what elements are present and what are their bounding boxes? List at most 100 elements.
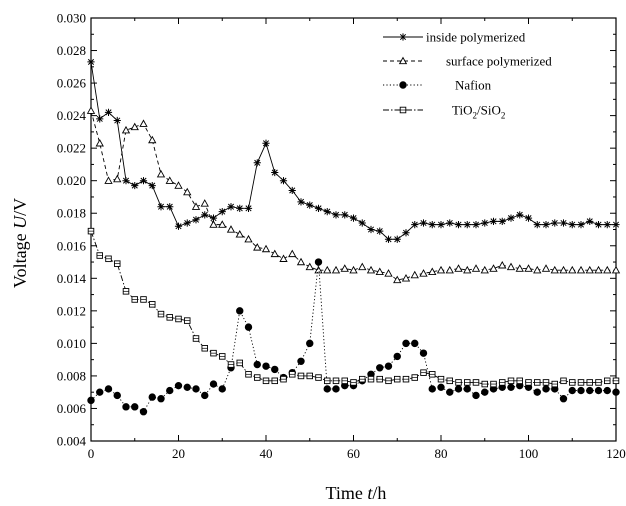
data-point bbox=[490, 380, 497, 388]
data-point bbox=[253, 243, 262, 251]
data-point bbox=[122, 288, 130, 295]
data-point bbox=[542, 379, 550, 386]
data-point bbox=[446, 388, 454, 396]
data-point bbox=[209, 380, 218, 388]
data-point bbox=[341, 377, 349, 385]
x-tick-label: 40 bbox=[260, 446, 273, 461]
data-point bbox=[183, 383, 191, 392]
data-point bbox=[139, 119, 148, 127]
data-point bbox=[166, 203, 174, 211]
data-point bbox=[95, 138, 104, 147]
data-point bbox=[385, 377, 392, 385]
data-point bbox=[367, 375, 375, 383]
data-point bbox=[428, 385, 436, 393]
data-point bbox=[253, 360, 261, 369]
data-point bbox=[201, 391, 209, 400]
data-point bbox=[507, 214, 515, 222]
data-point bbox=[542, 221, 550, 229]
data-point bbox=[533, 265, 542, 274]
data-point bbox=[305, 262, 314, 271]
data-point bbox=[104, 176, 113, 184]
data-point bbox=[411, 339, 419, 348]
data-point bbox=[454, 385, 463, 393]
data-point bbox=[306, 372, 314, 380]
data-point bbox=[113, 260, 121, 267]
data-point bbox=[611, 265, 621, 274]
data-point bbox=[139, 408, 148, 416]
data-point bbox=[437, 375, 445, 383]
data-point bbox=[96, 115, 104, 123]
data-point bbox=[236, 359, 243, 367]
legend-label: TiO2/SiO2 bbox=[452, 103, 505, 121]
data-point bbox=[481, 388, 489, 396]
data-point bbox=[165, 176, 174, 184]
data-point bbox=[472, 379, 480, 386]
series-1 bbox=[86, 106, 621, 284]
legend-label: surface polymerized bbox=[446, 54, 552, 69]
data-point bbox=[324, 377, 331, 385]
data-point bbox=[191, 202, 201, 210]
data-point bbox=[471, 264, 481, 272]
data-point bbox=[472, 221, 480, 229]
data-point bbox=[577, 221, 585, 229]
data-point bbox=[551, 380, 559, 388]
data-point bbox=[436, 265, 446, 274]
data-point bbox=[376, 364, 384, 372]
data-point bbox=[445, 265, 454, 274]
data-point bbox=[401, 273, 411, 282]
data-point bbox=[130, 122, 139, 131]
data-point bbox=[542, 385, 550, 393]
data-point bbox=[87, 58, 95, 66]
data-point bbox=[306, 339, 314, 348]
data-point bbox=[218, 220, 227, 228]
data-point bbox=[96, 388, 104, 396]
data-point bbox=[279, 177, 288, 185]
data-point bbox=[516, 211, 524, 219]
legend-marker bbox=[399, 106, 407, 114]
data-point bbox=[576, 265, 586, 274]
data-point bbox=[419, 269, 428, 277]
data-point bbox=[140, 296, 147, 303]
data-point bbox=[226, 225, 236, 233]
series-group bbox=[86, 58, 621, 416]
data-point bbox=[244, 323, 253, 331]
data-point bbox=[498, 217, 506, 225]
data-point bbox=[279, 254, 288, 262]
legend-entry: TiO2/SiO2 bbox=[383, 103, 505, 121]
data-point bbox=[595, 379, 602, 386]
data-point bbox=[332, 377, 340, 385]
data-point bbox=[603, 265, 612, 274]
data-point bbox=[271, 168, 279, 177]
data-point bbox=[594, 386, 603, 395]
data-point bbox=[104, 108, 113, 116]
data-point bbox=[323, 265, 332, 274]
legend-entry: Nafion bbox=[383, 78, 492, 93]
plot-frame bbox=[90, 17, 617, 442]
data-point bbox=[350, 379, 357, 386]
y-tick-label: 0.004 bbox=[57, 434, 87, 449]
data-point bbox=[280, 375, 287, 383]
data-point bbox=[612, 388, 620, 396]
data-point bbox=[332, 211, 340, 219]
y-tick-label: 0.026 bbox=[57, 76, 87, 91]
data-point bbox=[262, 377, 270, 385]
data-point bbox=[376, 227, 384, 235]
data-point bbox=[375, 267, 384, 275]
data-point bbox=[472, 391, 480, 400]
x-tick-label: 20 bbox=[172, 446, 185, 461]
legend-entry: surface polymerized bbox=[383, 54, 552, 69]
data-point bbox=[603, 386, 611, 395]
data-point bbox=[210, 349, 217, 357]
series-2 bbox=[87, 258, 620, 416]
data-point bbox=[323, 385, 331, 393]
data-point bbox=[367, 225, 375, 234]
data-point bbox=[332, 385, 340, 393]
data-point bbox=[157, 203, 165, 211]
data-point bbox=[551, 219, 559, 227]
legend-label: Nafion bbox=[455, 78, 492, 93]
data-point bbox=[534, 379, 541, 386]
data-point bbox=[577, 386, 585, 395]
data-point bbox=[612, 221, 620, 229]
data-point bbox=[235, 230, 244, 238]
